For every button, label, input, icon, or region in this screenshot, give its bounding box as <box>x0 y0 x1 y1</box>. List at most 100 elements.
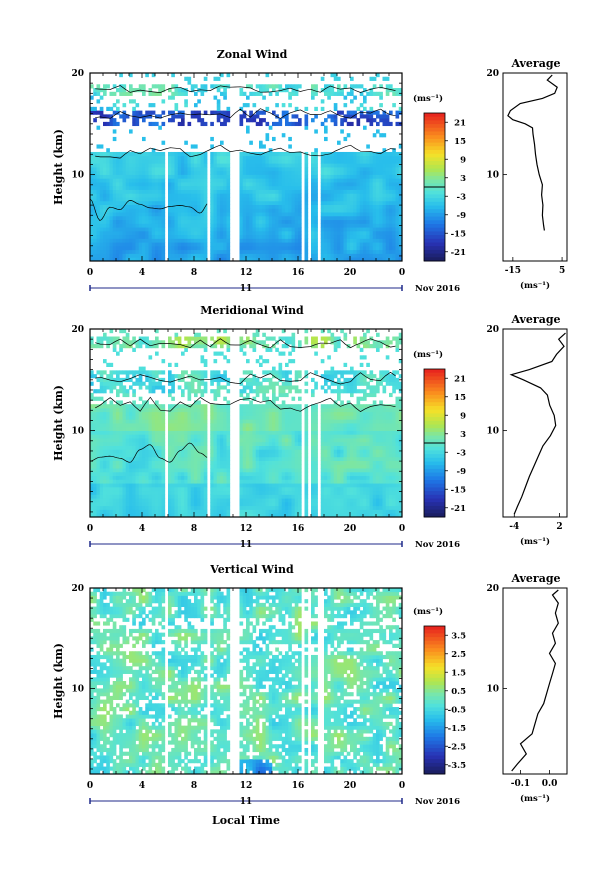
heatmap-cell <box>272 249 276 254</box>
heatmap-cell <box>116 336 120 341</box>
heatmap-cell <box>155 208 159 213</box>
heatmap-cell <box>161 411 166 416</box>
heatmap-cell <box>346 185 351 190</box>
heatmap-cell <box>93 88 97 93</box>
heatmap-cell <box>311 155 315 160</box>
heatmap-cell <box>239 483 244 488</box>
heatmap-cell <box>155 230 159 236</box>
colorbar-swatch <box>424 224 445 229</box>
heatmap-cell <box>353 257 357 262</box>
heatmap-cell <box>285 193 289 198</box>
heatmap-cell <box>278 84 283 89</box>
heatmap-cell <box>255 91 260 96</box>
heatmap-cell <box>148 430 153 435</box>
heatmap-cell <box>291 219 296 224</box>
heatmap-cell <box>385 91 390 96</box>
heatmap-cell <box>181 441 185 446</box>
heatmap-cell <box>330 73 335 78</box>
heatmap-cell <box>125 475 130 480</box>
heatmap-cell <box>213 407 218 413</box>
heatmap-cell <box>119 242 123 247</box>
heatmap-cell <box>168 468 172 473</box>
heatmap-cell <box>119 479 123 484</box>
heatmap-cell <box>288 215 292 221</box>
heatmap-cell <box>103 230 107 236</box>
heatmap-cell <box>135 340 140 345</box>
heatmap-cell <box>246 464 250 469</box>
heatmap-cell <box>252 174 257 179</box>
heatmap-cell <box>210 464 214 469</box>
heatmap-cell <box>242 479 247 484</box>
heatmap-cell <box>252 419 257 424</box>
heatmap-cell <box>181 351 185 356</box>
heatmap-cell <box>346 174 351 179</box>
heatmap-cell <box>324 242 328 247</box>
heatmap-cell <box>116 468 120 473</box>
heatmap-cell <box>356 121 361 127</box>
heatmap-cell <box>350 185 354 190</box>
heatmap-cell <box>353 163 357 168</box>
profile-y-tick-label: 10 <box>486 171 499 181</box>
heatmap-cell <box>220 385 224 390</box>
heatmap-cell <box>337 189 341 194</box>
heatmap-cell <box>145 460 149 465</box>
heatmap-cell <box>285 242 289 247</box>
heatmap-cell <box>145 464 149 469</box>
heatmap-cell <box>116 445 120 450</box>
heatmap-cell <box>171 475 175 480</box>
heatmap-cell <box>223 159 227 164</box>
heatmap-cell <box>216 230 221 236</box>
heatmap-cell <box>109 498 114 503</box>
heatmap-cell <box>265 249 270 254</box>
heatmap-cell <box>210 230 214 236</box>
heatmap-cell <box>112 212 117 217</box>
heatmap-cell <box>119 189 123 194</box>
heatmap-cell <box>320 242 325 247</box>
heatmap-cell <box>389 170 393 175</box>
heatmap-cell <box>213 438 218 443</box>
heatmap-cell <box>116 423 120 428</box>
heatmap-cell <box>103 174 107 179</box>
heatmap-cell <box>327 223 331 228</box>
heatmap-cell <box>148 91 153 96</box>
heatmap-cell <box>155 513 159 518</box>
heatmap-cell <box>320 204 325 209</box>
heatmap-cell <box>106 197 110 202</box>
heatmap-cell <box>187 215 192 221</box>
heatmap-cell <box>129 370 133 375</box>
heatmap-cell <box>96 468 101 473</box>
heatmap-cell <box>109 159 114 164</box>
heatmap-cell <box>246 189 250 194</box>
heatmap-cell <box>246 505 250 510</box>
heatmap-cell <box>142 159 146 164</box>
heatmap-cell <box>112 136 117 142</box>
heatmap-cell <box>356 193 361 198</box>
heatmap-cell <box>294 182 299 187</box>
heatmap-cell <box>392 227 396 232</box>
heatmap-cell <box>340 193 344 198</box>
heatmap-cell <box>148 385 153 390</box>
heatmap-cell <box>281 253 286 258</box>
heatmap-cell <box>203 336 208 341</box>
heatmap-cell <box>392 245 396 251</box>
heatmap-cell <box>330 253 335 258</box>
colorbar-swatch <box>424 235 445 240</box>
heatmap-cell <box>252 178 257 183</box>
heatmap-cell <box>239 494 244 499</box>
heatmap-cell <box>171 423 175 428</box>
heatmap-cell <box>171 344 175 349</box>
heatmap-cell <box>158 370 162 375</box>
heatmap-cell <box>389 88 393 93</box>
heatmap-cell <box>369 163 374 168</box>
heatmap-cell <box>223 215 227 221</box>
heatmap-cell <box>226 501 231 507</box>
heatmap-cell <box>155 509 159 514</box>
heatmap-cell <box>119 430 123 435</box>
heatmap-cell <box>99 464 104 469</box>
heatmap-cell <box>252 197 257 202</box>
heatmap-cell <box>116 106 120 111</box>
heatmap-cell <box>389 185 393 190</box>
heatmap-cell <box>125 332 130 337</box>
heatmap-cell <box>132 445 136 450</box>
heatmap-cell <box>181 197 185 202</box>
